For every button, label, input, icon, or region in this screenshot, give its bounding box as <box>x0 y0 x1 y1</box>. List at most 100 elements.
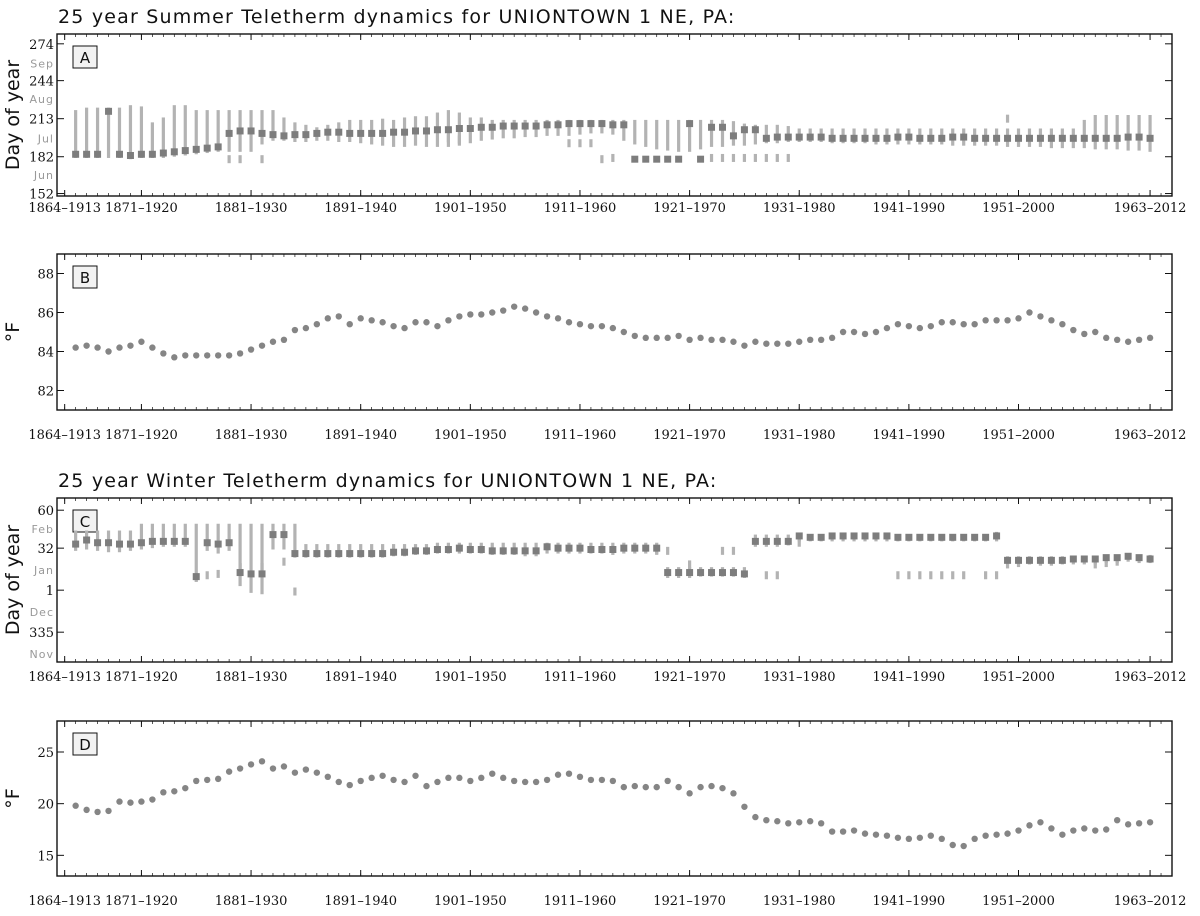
panel-d: 1864–1913 1871–1920 1881–1930 1891–1940 1901… <box>2 720 1187 909</box>
panel-label: B <box>80 269 90 287</box>
teletherm-marker <box>620 121 628 129</box>
teletherm-marker <box>686 120 694 128</box>
range-bar <box>698 119 703 150</box>
teletherm-marker <box>1135 554 1143 562</box>
temperature-point <box>171 788 178 795</box>
y-tick-label: 20 <box>37 798 54 813</box>
teletherm-marker <box>335 550 343 558</box>
range-bar <box>293 523 297 558</box>
panel-b: 1864–1913 1871–1920 1881–1930 1891–1940 1901… <box>2 253 1187 443</box>
teletherm-marker <box>784 133 792 141</box>
teletherm-marker <box>455 544 463 552</box>
temperature-point <box>1015 827 1022 834</box>
range-bar <box>216 110 220 152</box>
secondary-range-mark <box>567 139 571 148</box>
x-tick-label: 1951–2000 <box>982 201 1055 216</box>
temperature-point <box>828 828 836 835</box>
x-tick-label: 1864–1913 <box>28 428 101 443</box>
temperature-point <box>839 828 847 835</box>
temperature-point <box>94 808 101 816</box>
teletherm-marker <box>203 539 211 547</box>
temperature-point <box>817 336 825 343</box>
teletherm-marker <box>236 569 244 577</box>
teletherm-marker <box>225 539 233 547</box>
x-tick-label: 1864–1913 <box>28 670 101 685</box>
secondary-range-mark <box>205 571 209 580</box>
x-tick-label: 1963–2012 <box>1114 670 1187 685</box>
temperature-point <box>247 761 255 768</box>
month-label: Jul <box>37 132 54 145</box>
secondary-range-mark <box>238 155 242 164</box>
teletherm-marker <box>357 129 365 137</box>
temperature-point <box>258 342 266 349</box>
teletherm-marker <box>324 550 332 558</box>
temperature-point <box>872 831 880 838</box>
x-tick-label: 1931–1980 <box>763 201 836 216</box>
temperature-point <box>1113 817 1121 824</box>
teletherm-marker <box>609 121 617 129</box>
y-tick-label: 86 <box>37 307 54 322</box>
teletherm-marker <box>861 532 869 540</box>
x-tick-label: 1901–1950 <box>434 428 507 443</box>
temperature-point <box>883 324 891 332</box>
x-tick-label: 1891–1940 <box>324 201 397 216</box>
teletherm-marker <box>313 550 321 558</box>
teletherm-marker <box>642 544 650 552</box>
x-tick-label: 1911–1960 <box>544 894 617 909</box>
x-tick-label: 1901–1950 <box>434 201 507 216</box>
teletherm-marker <box>697 569 705 577</box>
teletherm-marker <box>675 155 683 163</box>
teletherm-marker <box>488 123 496 131</box>
temperature-point <box>796 338 803 345</box>
temperature-point <box>686 790 693 797</box>
teletherm-marker <box>192 573 200 581</box>
panel-label-box <box>72 732 98 756</box>
temperature-point <box>905 835 913 842</box>
range-bar <box>633 119 637 145</box>
panel-a: 1864–1913 1871–1920 1881–1930 1891–1940 1901… <box>2 33 1186 216</box>
teletherm-marker <box>1113 134 1121 142</box>
secondary-range-mark <box>457 135 461 144</box>
teletherm-marker <box>335 128 343 136</box>
teletherm-marker <box>872 532 880 540</box>
teletherm-marker <box>510 122 518 130</box>
teletherm-marker <box>1036 134 1044 142</box>
y-tick-label: 82 <box>37 385 54 400</box>
temperature-point <box>390 322 397 330</box>
teletherm-marker <box>72 540 80 548</box>
temperature-point <box>708 336 715 343</box>
temperature-point <box>313 769 321 776</box>
temperature-point <box>1070 827 1077 834</box>
teletherm-marker <box>1080 555 1088 563</box>
secondary-range-mark <box>1005 560 1010 569</box>
range-bar <box>720 119 725 147</box>
plot-frame <box>56 33 1173 197</box>
secondary-range-mark <box>666 546 670 555</box>
x-tick-label: 1963–2012 <box>1114 894 1187 909</box>
temperature-point <box>1070 326 1077 334</box>
panel-label-box <box>72 509 98 533</box>
temperature-point <box>949 841 956 849</box>
temperature-point <box>1037 819 1044 826</box>
x-tick-label: 1963–2012 <box>1114 428 1187 443</box>
teletherm-marker <box>510 547 518 555</box>
teletherm-marker <box>521 122 529 130</box>
winter-title: 25 year Winter Teletherm dynamics for UN… <box>58 470 718 492</box>
temperature-point <box>664 777 671 785</box>
temperature-point <box>368 317 375 324</box>
temperature-point <box>379 319 386 326</box>
x-tick-label: 1931–1980 <box>763 894 836 909</box>
range-bar <box>172 105 176 157</box>
teletherm-marker <box>236 127 244 135</box>
teletherm-marker <box>1069 555 1077 563</box>
x-tick-label: 1951–2000 <box>982 428 1055 443</box>
teletherm-marker <box>839 532 847 540</box>
teletherm-marker <box>740 126 748 134</box>
temperature-point <box>785 820 792 827</box>
teletherm-marker <box>883 134 891 142</box>
x-tick-label: 1881–1930 <box>215 428 288 443</box>
temperature-point <box>324 315 332 322</box>
temperature-point <box>565 770 573 777</box>
y-axis-label: °F <box>2 788 24 808</box>
teletherm-marker <box>598 546 606 554</box>
